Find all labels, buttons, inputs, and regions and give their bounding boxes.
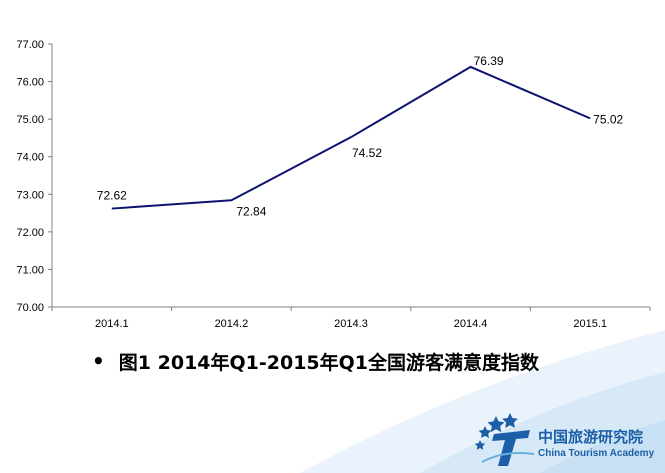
logo-name-chinese: 中国旅游研究院 xyxy=(538,428,644,446)
x-tick-label: 2015.1 xyxy=(573,318,607,330)
data-label: 72.84 xyxy=(236,204,266,218)
caption-bullet: • xyxy=(92,349,105,373)
x-tick-label: 2014.4 xyxy=(454,318,488,330)
caption-text: 图1 2014年Q1-2015年Q1全国游客满意度指数 xyxy=(118,351,540,374)
data-label: 76.39 xyxy=(474,54,504,68)
y-tick-label: 77.00 xyxy=(16,39,44,51)
y-tick-label: 75.00 xyxy=(16,114,44,126)
y-tick-label: 70.00 xyxy=(16,302,44,314)
y-tick-label: 73.00 xyxy=(16,189,44,201)
y-tick-label: 76.00 xyxy=(16,77,44,89)
y-tick-label: 74.00 xyxy=(16,152,44,164)
logo-name-english: China Tourism Academy xyxy=(538,448,655,459)
data-label: 72.62 xyxy=(97,189,127,203)
data-label: 74.52 xyxy=(352,146,382,160)
x-tick-label: 2014.2 xyxy=(215,318,249,330)
line-chart: 70.00 71.00 72.00 73.00 74.00 75.00 76.00 77.00… xyxy=(16,39,651,330)
y-tick-label: 72.00 xyxy=(16,227,44,239)
y-tick-label: 71.00 xyxy=(16,264,44,276)
series-line xyxy=(111,65,591,210)
data-label: 75.02 xyxy=(593,112,623,126)
academy-logo: 中国旅游研究院 China Tourism Academy xyxy=(474,410,664,470)
x-tick-label: 2014.3 xyxy=(334,318,368,330)
academy-emblem-icon xyxy=(474,413,535,466)
x-tick-label: 2014.1 xyxy=(95,318,129,330)
figure-caption: • 图1 2014年Q1-2015年Q1全国游客满意度指数 xyxy=(92,346,539,376)
